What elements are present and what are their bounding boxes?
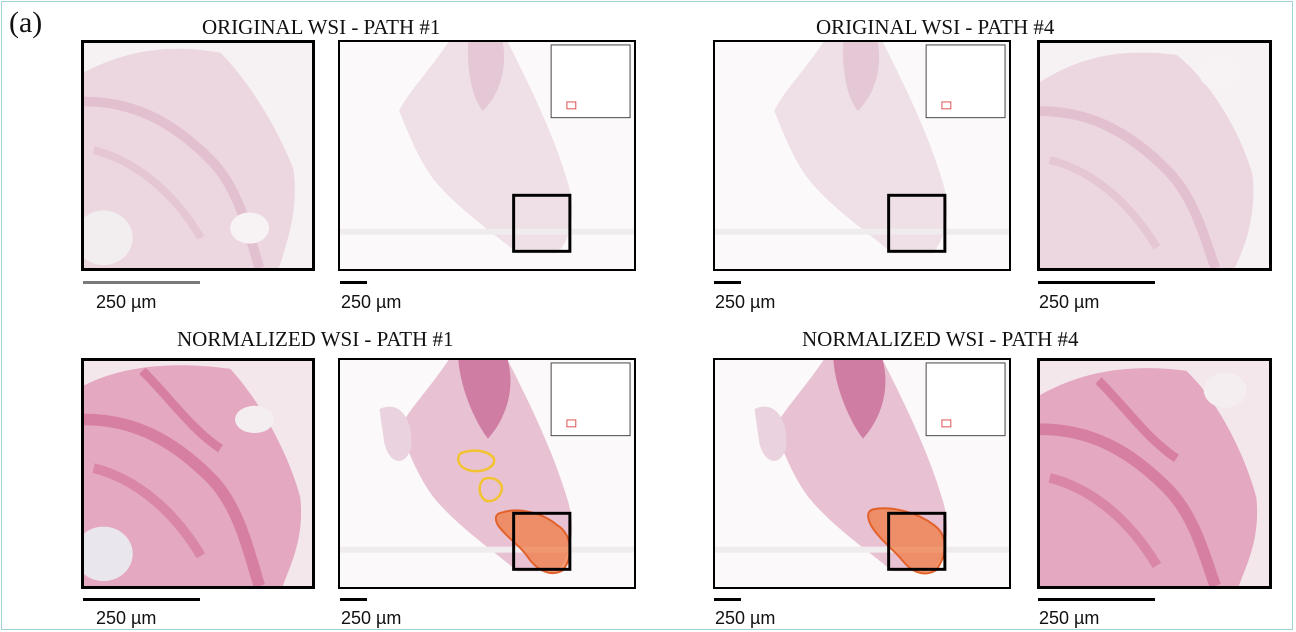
scalebar-top-wsi-left (340, 281, 367, 284)
zoom-normalized-path4 (1037, 358, 1272, 589)
scalebar-bottom-zoom-left (83, 598, 200, 601)
title-original-path1: ORIGINAL WSI - PATH #1 (202, 15, 441, 39)
scale-label-bottom-wsi-right: 250 µm (715, 608, 776, 628)
scalebar-bottom-wsi-left (340, 598, 367, 601)
zoom-original-path4 (1037, 40, 1272, 271)
zoom-original-path1 (81, 40, 315, 271)
scalebar-top-zoom-left (83, 281, 200, 284)
wsi-normalized-path4 (713, 358, 1011, 589)
scale-label-top-wsi-right: 250 µm (715, 292, 776, 312)
panel-label: (a) (9, 6, 43, 39)
scale-label-bottom-zoom-left: 250 µm (96, 608, 157, 628)
wsi-normalized-path1 (338, 358, 636, 589)
scale-label-bottom-zoom-right: 250 µm (1039, 608, 1100, 628)
scalebar-bottom-zoom-right (1038, 598, 1155, 601)
scalebar-top-wsi-right (714, 281, 741, 284)
scalebar-top-zoom-right (1038, 281, 1155, 284)
scale-label-top-zoom-left: 250 µm (96, 292, 157, 312)
scale-label-bottom-wsi-left: 250 µm (341, 608, 402, 628)
title-normalized-path1: NORMALIZED WSI - PATH #1 (177, 327, 454, 351)
title-original-path4: ORIGINAL WSI - PATH #4 (816, 15, 1055, 39)
zoom-normalized-path1 (81, 358, 315, 589)
scale-label-top-zoom-right: 250 µm (1039, 292, 1100, 312)
scalebar-bottom-wsi-right (714, 598, 741, 601)
wsi-original-path1 (338, 40, 636, 271)
scale-label-top-wsi-left: 250 µm (341, 292, 402, 312)
title-normalized-path4: NORMALIZED WSI - PATH #4 (802, 327, 1079, 351)
wsi-original-path4 (713, 40, 1011, 271)
